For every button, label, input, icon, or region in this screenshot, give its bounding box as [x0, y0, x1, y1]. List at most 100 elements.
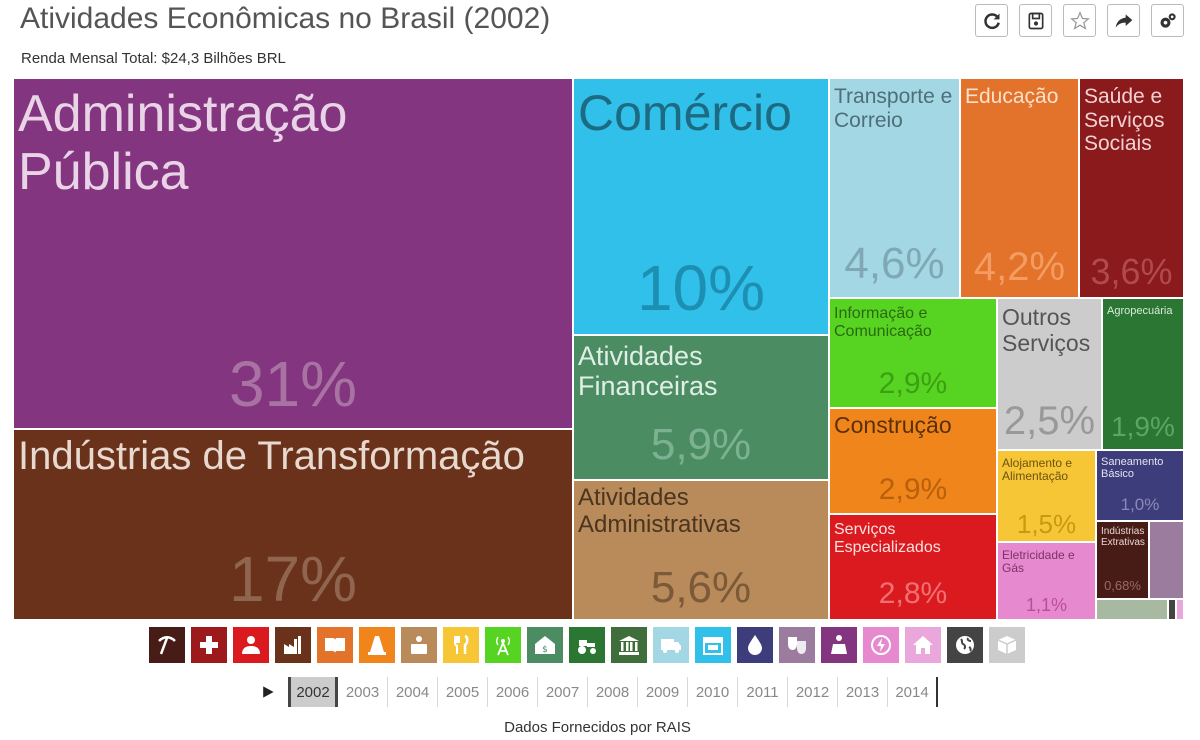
tile-alojamento-alimentacao[interactable]: Alojamento e Alimentação 1,5%: [997, 450, 1096, 542]
category-alojamento[interactable]: [443, 627, 479, 663]
tile-servicos-especializados[interactable]: Serviços Especializados 2,8%: [829, 514, 997, 620]
factory-icon: [284, 636, 301, 654]
year-2009[interactable]: 2009: [638, 677, 688, 707]
tile-saneamento-basico[interactable]: Saneamento Básico 1,0%: [1096, 450, 1184, 521]
tile-agropecuaria[interactable]: Agropecuária 1,9%: [1102, 298, 1184, 450]
category-saneamento[interactable]: [737, 627, 773, 663]
year-2006[interactable]: 2006: [488, 677, 538, 707]
water-drop-icon: [748, 635, 762, 655]
play-button[interactable]: [258, 682, 278, 702]
category-educacao[interactable]: [317, 627, 353, 663]
tile-label: Serviços Especializados: [834, 521, 941, 556]
category-servicos-especializados[interactable]: [233, 627, 269, 663]
category-eletricidade[interactable]: [863, 627, 899, 663]
year-2005[interactable]: 2005: [438, 677, 488, 707]
tile-percent: 10%: [636, 252, 766, 324]
tile-atividades-administrativas[interactable]: Atividades Administrativas 5,6%: [573, 480, 829, 620]
page-title: Atividades Econômicas no Brasil (2002): [20, 2, 551, 35]
tile-percent: 4,2%: [973, 245, 1066, 289]
category-construcao[interactable]: [359, 627, 395, 663]
category-transporte[interactable]: [653, 627, 689, 663]
year-2013[interactable]: 2013: [838, 677, 888, 707]
category-administracao-publica[interactable]: [611, 627, 647, 663]
category-agropecuaria[interactable]: [569, 627, 605, 663]
tile-percent: 1,5%: [1016, 509, 1077, 539]
year-2003[interactable]: 2003: [338, 677, 388, 707]
year-2004[interactable]: 2004: [388, 677, 438, 707]
tile-outros-servicos[interactable]: Outros Serviços 2,5%: [997, 298, 1102, 450]
save-button[interactable]: [1019, 4, 1052, 37]
tile-atividades-financeiras[interactable]: Atividades Financeiras 5,9%: [573, 335, 829, 480]
category-outros[interactable]: [821, 627, 857, 663]
tile-misc-3[interactable]: [1176, 599, 1184, 620]
tile-label: Eletricidade e Gás: [1002, 548, 1075, 576]
tile-percent: 0,68%: [1104, 578, 1141, 593]
settings-button[interactable]: [1151, 4, 1184, 37]
tile-label: Administração Pública: [18, 85, 348, 202]
favorite-button[interactable]: [1063, 4, 1096, 37]
category-internacionais[interactable]: [947, 627, 983, 663]
box-icon: [997, 636, 1017, 654]
tile-misc-1[interactable]: [1096, 599, 1168, 620]
svg-text:$: $: [542, 645, 548, 655]
share-icon: [1115, 13, 1132, 28]
tile-administracao-publica[interactable]: Administração Pública 31%: [13, 78, 573, 429]
truck-icon: [661, 639, 681, 653]
category-financeiras[interactable]: $: [527, 627, 563, 663]
tile-comercio[interactable]: Comércio 10%: [573, 78, 829, 335]
tile-label: Indústrias de Transformação: [18, 434, 525, 478]
tile-label: Saúde e Serviços Sociais: [1084, 85, 1165, 156]
tile-percent: 3,6%: [1090, 251, 1173, 292]
tile-saude-servicos-sociais[interactable]: Saúde e Serviços Sociais 3,6%: [1079, 78, 1184, 298]
tile-label: Agropecuária: [1107, 305, 1173, 317]
tile-cultura[interactable]: [1149, 521, 1184, 599]
category-nao-classificado[interactable]: [989, 627, 1025, 663]
tile-percent: 2,9%: [878, 367, 948, 400]
antenna-icon: [496, 636, 510, 656]
tile-percent: 4,6%: [844, 239, 945, 288]
tile-percent: 5,6%: [650, 563, 752, 612]
tile-percent: 31%: [228, 348, 358, 420]
tile-label: Outros Serviços: [1002, 304, 1091, 356]
tile-label: Indústrias Extrativas: [1101, 526, 1145, 549]
category-transformacao[interactable]: [275, 627, 311, 663]
year-2002[interactable]: 2002: [288, 677, 338, 707]
tile-industrias-transformacao[interactable]: Indústrias de Transformação 17%: [13, 429, 573, 620]
category-administrativas[interactable]: [401, 627, 437, 663]
year-2010[interactable]: 2010: [688, 677, 738, 707]
tile-percent: 17%: [228, 543, 358, 615]
tile-label: Transporte e Correio: [834, 85, 953, 132]
tile-misc-2[interactable]: [1168, 599, 1176, 620]
category-informacao[interactable]: [485, 627, 521, 663]
home-icon: [913, 636, 933, 654]
data-source-credit: Dados Fornecidos por RAIS: [504, 719, 691, 736]
category-cultura[interactable]: [779, 627, 815, 663]
share-button[interactable]: [1107, 4, 1140, 37]
year-2014[interactable]: 2014: [888, 677, 938, 707]
tile-educacao[interactable]: Educação 4,2%: [960, 78, 1079, 298]
category-extrativas[interactable]: [149, 627, 185, 663]
globe-icon: [956, 636, 974, 654]
year-2012[interactable]: 2012: [788, 677, 838, 707]
tile-informacao-comunicacao[interactable]: Informação e Comunicação 2,9%: [829, 298, 997, 408]
page-subtitle: Renda Mensal Total: $24,3 Bilhões BRL: [21, 50, 286, 67]
tile-percent: 2,8%: [878, 577, 948, 610]
fork-knife-icon: [454, 634, 469, 654]
tile-label: Construção: [834, 412, 952, 438]
tile-eletricidade-gas[interactable]: Eletricidade e Gás 1,1%: [997, 542, 1096, 620]
refresh-button[interactable]: [975, 4, 1008, 37]
theater-masks-icon: [788, 637, 806, 654]
category-comercio[interactable]: [695, 627, 731, 663]
tile-industrias-extrativas[interactable]: Indústrias Extrativas 0,68%: [1096, 521, 1149, 599]
year-2007[interactable]: 2007: [538, 677, 588, 707]
category-saude[interactable]: [191, 627, 227, 663]
tile-transporte-correio[interactable]: Transporte e Correio 4,6%: [829, 78, 960, 298]
year-2008[interactable]: 2008: [588, 677, 638, 707]
tractor-icon: [578, 640, 596, 654]
category-domesticos[interactable]: [905, 627, 941, 663]
tile-percent: 2,9%: [878, 473, 948, 506]
year-2011[interactable]: 2011: [738, 677, 788, 707]
tile-construcao[interactable]: Construção 2,9%: [829, 408, 997, 514]
tile-percent: 1,1%: [1025, 595, 1068, 615]
tile-label: Informação e Comunicação: [834, 305, 932, 340]
